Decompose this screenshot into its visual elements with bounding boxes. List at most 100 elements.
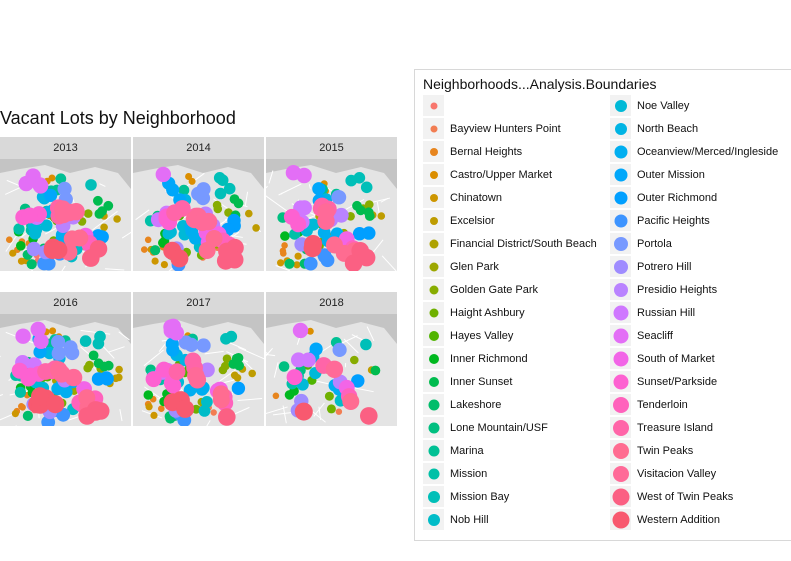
- legend-swatch: [429, 262, 438, 271]
- legend-key: [610, 463, 631, 484]
- data-point: [332, 342, 347, 357]
- data-point: [196, 182, 211, 197]
- legend-swatch: [612, 465, 629, 482]
- data-point: [115, 365, 123, 374]
- data-point: [88, 350, 99, 361]
- legend-swatch: [429, 239, 438, 248]
- map-street: [204, 350, 224, 355]
- legend-label: Mission Bay: [450, 490, 510, 503]
- map-street: [80, 329, 111, 335]
- legend-swatch: [613, 305, 628, 320]
- chart-title: Vacant Lots by Neighborhood: [0, 108, 236, 128]
- data-point: [113, 215, 121, 223]
- data-point: [14, 386, 26, 398]
- legend-key: [423, 486, 444, 507]
- data-point: [272, 392, 280, 400]
- legend-key: [423, 417, 444, 438]
- legend-key: [423, 118, 444, 139]
- legend-label: Excelsior: [450, 214, 495, 227]
- legend-key: [610, 95, 631, 116]
- legend-item: Sunset/Parkside: [610, 370, 717, 393]
- data-point: [225, 330, 238, 343]
- data-point: [83, 363, 92, 373]
- data-point: [65, 345, 80, 361]
- data-point: [19, 404, 26, 411]
- data-point: [33, 333, 49, 349]
- legend-item: South of Market: [610, 347, 715, 370]
- data-point: [30, 321, 46, 337]
- legend-label: Presidio Heights: [637, 283, 718, 296]
- facet-panel: 2015: [266, 137, 397, 271]
- map-street: [102, 345, 115, 359]
- map-street: [278, 183, 302, 196]
- legend-swatch: [428, 445, 439, 456]
- legend-key: [610, 141, 631, 162]
- data-point: [279, 247, 287, 255]
- map-street: [5, 232, 19, 252]
- legend-label: Haight Ashbury: [450, 306, 525, 319]
- data-point: [221, 361, 230, 371]
- facet-panel: 2017: [133, 292, 264, 426]
- data-point: [303, 256, 318, 271]
- data-point: [178, 335, 193, 350]
- map-plot: [133, 159, 264, 271]
- data-point: [55, 173, 67, 185]
- legend-swatch: [613, 374, 628, 389]
- map-panel: [0, 314, 131, 426]
- legend-item: Chinatown: [423, 186, 502, 209]
- map-plot: [266, 159, 397, 271]
- legend-item: Treasure Island: [610, 416, 713, 439]
- map-street: [266, 347, 273, 357]
- legend-label: Noe Valley: [637, 99, 690, 112]
- data-point: [277, 259, 285, 267]
- legend-label: Portola: [637, 237, 672, 250]
- legend-label: Inner Richmond: [450, 352, 528, 365]
- legend: Neighborhoods...Analysis.Boundaries Bayv…: [414, 69, 791, 541]
- legend-item: Mission Bay: [423, 485, 509, 508]
- data-point: [201, 396, 213, 408]
- legend-key: [423, 279, 444, 300]
- legend-key: [423, 371, 444, 392]
- legend-swatch: [427, 490, 440, 503]
- facet-strip-label: 2014: [133, 137, 264, 159]
- legend-key: [610, 210, 631, 231]
- map-street: [351, 386, 374, 393]
- legend-swatch: [428, 376, 439, 387]
- facet-strip-label: 2015: [266, 137, 397, 159]
- data-point: [150, 245, 161, 256]
- legend-item: Western Addition: [610, 508, 720, 531]
- data-point: [188, 177, 196, 185]
- legend-item: Outer Richmond: [610, 186, 717, 209]
- data-point: [158, 405, 165, 412]
- legend-item: Tenderloin: [610, 393, 688, 416]
- data-point: [296, 200, 312, 216]
- data-point: [144, 236, 152, 244]
- data-point: [309, 342, 323, 356]
- legend-swatch: [612, 511, 629, 528]
- legend-item: Castro/Upper Market: [423, 163, 552, 186]
- map-street: [268, 170, 274, 184]
- data-point: [93, 195, 103, 206]
- data-point: [166, 204, 183, 222]
- legend-label: Golden Gate Park: [450, 283, 539, 296]
- map-plot: [266, 314, 397, 426]
- legend-swatch: [429, 308, 438, 317]
- map-plot: [133, 314, 264, 426]
- data-point: [60, 203, 79, 222]
- legend-key: [423, 187, 444, 208]
- facet-panel: 2014: [133, 137, 264, 271]
- legend-label: Chinatown: [450, 191, 502, 204]
- data-point: [205, 230, 223, 247]
- data-point: [230, 371, 239, 380]
- data-point: [342, 393, 360, 410]
- data-point: [51, 334, 66, 350]
- facet-panel: 2013: [0, 137, 131, 271]
- legend-label: Pacific Heights: [637, 214, 710, 227]
- map-street: [273, 362, 279, 378]
- legend-swatch: [613, 282, 628, 297]
- legend-swatch: [428, 330, 439, 341]
- data-point: [40, 219, 53, 232]
- data-point: [22, 410, 33, 421]
- legend-label: Financial District/South Beach: [450, 237, 597, 250]
- legend-swatch: [612, 419, 629, 436]
